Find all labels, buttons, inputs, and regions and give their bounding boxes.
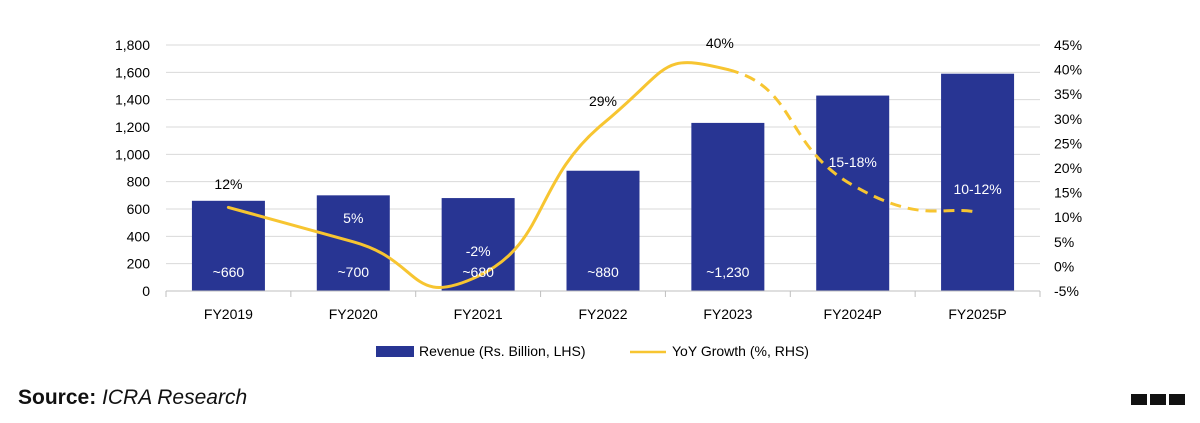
legend: Revenue (Rs. Billion, LHS) YoY Growth (%…	[376, 343, 809, 359]
x-tick-label: FY2019	[204, 306, 253, 322]
y-right-tick-label: -5%	[1054, 283, 1079, 299]
y-right-tick-label: 25%	[1054, 135, 1082, 151]
growth-line-projected	[727, 68, 978, 214]
source-value: ICRA Research	[102, 386, 248, 409]
y-left-tick-label: 1,000	[115, 146, 150, 162]
bar-value-label: ~1,230	[706, 264, 749, 280]
y-left-tick-label: 200	[127, 256, 151, 272]
y-left-tick-label: 600	[127, 201, 151, 217]
x-tick-label: FY2021	[454, 306, 503, 322]
growth-value-label: 29%	[589, 93, 617, 109]
axes: 0 200 400 600 800 1,000 1,200 1,400 1,600 1,800 -5…	[115, 37, 1082, 322]
bar-value-label: ~880	[587, 264, 619, 280]
y-right-tick-label: 40%	[1054, 62, 1082, 78]
growth-value-label: 10-12%	[953, 181, 1001, 197]
bar-value-label: ~680	[462, 264, 494, 280]
x-tick-label: FY2023	[703, 306, 752, 322]
y-right-tick-label: 10%	[1054, 209, 1082, 225]
x-tick-label: FY2024P	[824, 306, 882, 322]
y-left-tick-label: 1,600	[115, 64, 150, 80]
bar	[566, 170, 640, 291]
growth-value-label: -2%	[466, 243, 491, 259]
x-tick-label: FY2020	[329, 306, 378, 322]
bar	[191, 200, 265, 291]
y-right-tick-label: 0%	[1054, 258, 1074, 274]
y-left-tick-label: 1,200	[115, 119, 150, 135]
bar	[816, 95, 890, 291]
source-note: Source: ICRA Research	[18, 386, 247, 410]
legend-label-revenue: Revenue (Rs. Billion, LHS)	[419, 343, 586, 359]
grid-lines	[166, 44, 1040, 265]
y-left-tick-label: 400	[127, 228, 151, 244]
x-tick-label: FY2022	[578, 306, 627, 322]
y-right-tick-label: 5%	[1054, 234, 1074, 250]
bar	[691, 122, 765, 292]
x-tick-label: FY2025P	[948, 306, 1006, 322]
bar	[941, 73, 1015, 291]
y-left-tick-label: 0	[142, 283, 150, 299]
y-right-tick-label: 45%	[1054, 37, 1082, 53]
y-left-tick-label: 800	[127, 174, 151, 190]
y-right-tick-label: 20%	[1054, 160, 1082, 176]
source-label: Source:	[18, 386, 97, 409]
y-left-tick-label: 1,400	[115, 92, 150, 108]
y-right-tick-label: 30%	[1054, 111, 1082, 127]
chart: ~660 ~700 ~680 ~880 ~1,230 12% 5% -2% 29% 40% 15-1…	[115, 35, 1082, 359]
legend-swatch-revenue	[376, 346, 414, 357]
bar-value-label: ~700	[338, 264, 370, 280]
three-squares-icon	[1131, 394, 1185, 405]
growth-value-label: 15-18%	[829, 154, 877, 170]
y-right-tick-label: 15%	[1054, 185, 1082, 201]
growth-value-label: 12%	[214, 176, 242, 192]
growth-value-label: 40%	[706, 35, 734, 51]
y-right-tick-label: 35%	[1054, 86, 1082, 102]
data-labels: ~660 ~700 ~680 ~880 ~1,230 12% 5% -2% 29% 40% 15-1…	[213, 35, 1002, 280]
bar-value-label: ~660	[213, 264, 245, 280]
legend-label-growth: YoY Growth (%, RHS)	[672, 343, 809, 359]
growth-value-label: 5%	[343, 210, 363, 226]
growth-line-actual	[226, 61, 730, 289]
line-series	[226, 61, 978, 289]
y-left-tick-label: 1,800	[115, 37, 150, 53]
